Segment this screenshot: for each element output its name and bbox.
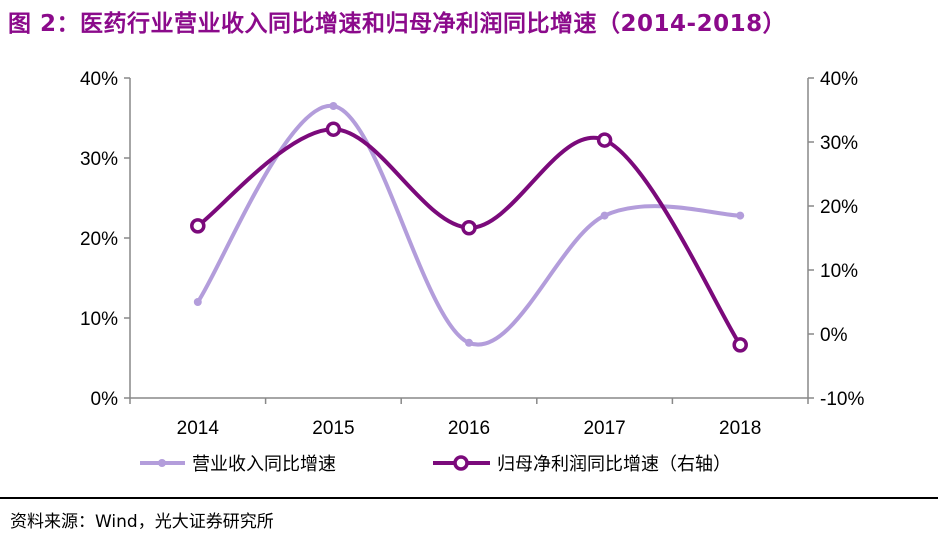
left-tick-label: 10% [80, 309, 118, 330]
left-tick-label: 0% [91, 389, 119, 410]
source-note: 资料来源：Wind，光大证券研究所 [10, 512, 274, 532]
x-tick-label: 2017 [583, 418, 625, 439]
right-tick-label: 40% [820, 69, 858, 90]
series-2-point [461, 220, 477, 236]
series-1-point [193, 298, 202, 306]
right-tick-label: 10% [820, 261, 858, 282]
series-1-point [600, 211, 609, 220]
series-2-point [732, 337, 748, 353]
right-tick-label: 30% [820, 133, 858, 154]
legend-label-2: 归母净利润同比增速（右轴） [497, 454, 731, 475]
chart: 0% 10% 20% 30% 40% -10% 0% 10% 20% 30% 40% 2014 2015… [80, 69, 864, 475]
right-tick-label: -10% [820, 389, 864, 410]
series-line-2 [196, 127, 742, 346]
series-1-point [329, 102, 338, 110]
left-tick-label: 40% [80, 69, 118, 90]
series-1-point [736, 211, 745, 220]
right-tick-label: 0% [820, 325, 848, 346]
right-tick-label: 20% [820, 197, 858, 218]
series-2-point [325, 121, 342, 137]
legend-label-1: 营业收入同比增速 [192, 454, 336, 475]
x-tick-label: 2018 [719, 418, 761, 439]
left-tick-label: 20% [80, 229, 118, 250]
divider [0, 497, 938, 499]
series-1-point [465, 338, 473, 347]
series-2-point [190, 218, 206, 234]
chart-title: 图 2：医药行业营业收入同比增速和归母净利润同比增速（2014-2018） [8, 11, 787, 37]
series-2-point [596, 132, 613, 148]
x-tick-label: 2015 [312, 418, 354, 439]
x-tick-label: 2014 [177, 418, 220, 439]
x-tick-label: 2016 [448, 418, 490, 439]
legend-marker-2 [453, 455, 469, 471]
legend-marker-1 [158, 459, 166, 467]
left-tick-label: 30% [80, 149, 118, 170]
